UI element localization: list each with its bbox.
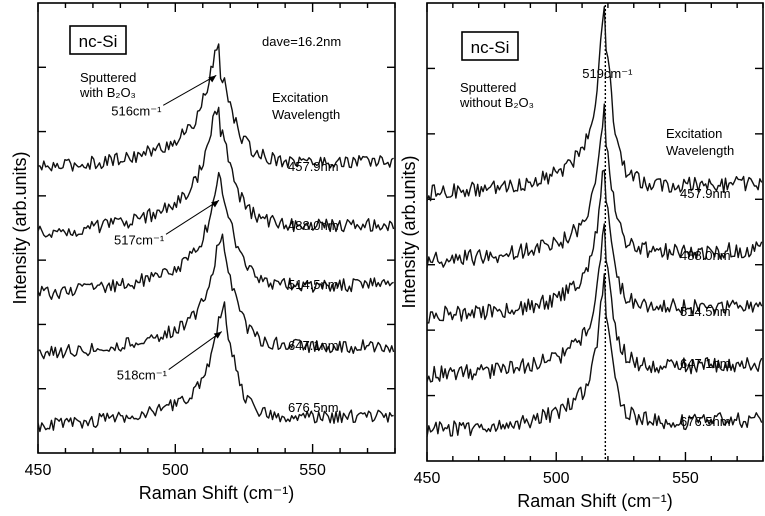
legend-title: Wavelength [272, 107, 340, 122]
legend-title: Excitation [666, 126, 722, 141]
series-label: 457.9nm [288, 159, 339, 174]
panel-2: 450 500 550 Raman Shift (cm⁻¹) Intensity (ar… [399, 2, 764, 511]
peak-label: 519cm⁻¹ [582, 66, 633, 81]
series-label: 457.9nm [680, 186, 731, 201]
y-axis-label: Intensity (arb.units) [399, 155, 419, 308]
spectrum-4880nm [37, 106, 395, 239]
series-label: 676.5nm [288, 400, 339, 415]
plot-frame [37, 2, 396, 454]
plot-frame [426, 2, 764, 462]
series-label: 514.5nm [680, 304, 731, 319]
series-label: 647.1nm [680, 356, 731, 371]
chart-title: nc-Si [471, 38, 510, 57]
legend-title: Wavelength [666, 143, 734, 158]
sample-label: without B₂O₃ [459, 95, 534, 110]
annotation-arrow [168, 331, 223, 370]
spectrum-4880nm [426, 103, 763, 268]
series-label: 676.5nm [680, 414, 731, 429]
x-tick-label: 550 [299, 462, 326, 479]
peak-annotation: 518cm⁻¹ [117, 368, 168, 383]
legend-title: Excitation [272, 90, 328, 105]
peak-annotation: 517cm⁻¹ [114, 232, 165, 247]
series-label: 647.1nm [288, 338, 339, 353]
spectrum-6765nm [426, 273, 763, 438]
title-box [69, 25, 127, 55]
spectrum-4579nm [426, 5, 763, 202]
sample-label: with B₂O₃ [79, 85, 136, 100]
series-label: 488.0nm [680, 248, 731, 263]
spectrum-6765nm [37, 301, 394, 433]
size-note: dave=16.2nm [262, 34, 341, 49]
arrow-head [213, 331, 222, 339]
chart-title: nc-Si [79, 32, 118, 51]
spectrum-5145nm [426, 169, 763, 324]
peak-annotation: 516cm⁻¹ [111, 103, 162, 118]
spectrum-6471nm [37, 233, 395, 360]
y-axis-label: Intensity (arb.units) [10, 151, 30, 304]
x-axis-label: Raman Shift (cm⁻¹) [517, 491, 673, 511]
x-tick-label: 450 [25, 462, 52, 479]
x-tick-label: 500 [543, 470, 570, 487]
series-label: 514.5nm [288, 277, 339, 292]
series-label: 488.0nm [288, 218, 339, 233]
x-tick-label: 500 [162, 462, 189, 479]
title-box [461, 31, 519, 61]
spectrum-6471nm [426, 223, 763, 383]
x-axis-label: Raman Shift (cm⁻¹) [139, 483, 295, 503]
sample-label: Sputtered [80, 70, 136, 85]
arrow-head [210, 200, 219, 208]
x-tick-label: 550 [672, 470, 699, 487]
annotation-arrow [162, 74, 217, 106]
sample-label: Sputtered [460, 80, 516, 95]
spectrum-5145nm [37, 171, 394, 300]
arrow-head [208, 75, 217, 83]
spectrum-4579nm [38, 43, 394, 172]
annotation-arrow [165, 199, 220, 235]
x-tick-label: 450 [414, 470, 441, 487]
